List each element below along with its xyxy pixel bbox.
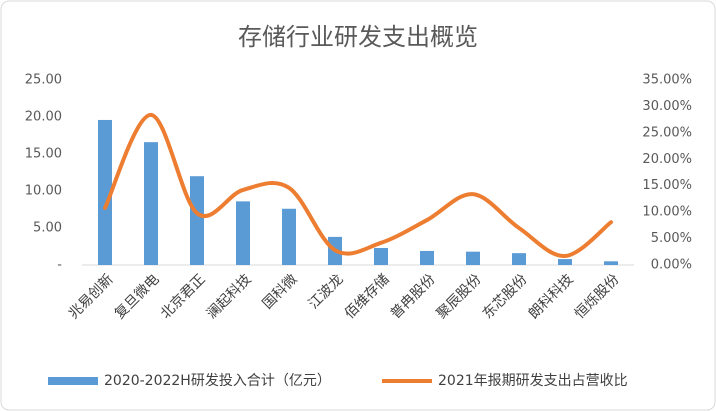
y-tick-label: -	[57, 258, 62, 273]
y-tick-label: 20.00	[25, 110, 62, 125]
y-tick-label: 15.00	[25, 147, 62, 162]
y2-tick-label: 10.00%	[642, 205, 692, 220]
chart-title: 存储行业研发支出概览	[238, 23, 478, 51]
bar	[420, 250, 434, 265]
y2-tick-label: 5.00%	[651, 231, 692, 246]
y2-tick-label: 20.00%	[642, 152, 692, 167]
y2-tick-label: 35.00%	[642, 73, 692, 88]
bar	[558, 259, 572, 265]
legend-label: 2020-2022H研发投入合计（亿元）	[104, 373, 331, 389]
bar	[282, 208, 296, 265]
legend-label: 2021年报期研发支出占营收比	[438, 373, 628, 389]
bar	[512, 253, 526, 265]
y2-tick-label: 30.00%	[642, 99, 692, 114]
bar	[374, 247, 388, 265]
bar	[190, 176, 204, 265]
y-tick-label: 25.00	[25, 73, 62, 88]
bar	[98, 119, 112, 266]
bar	[466, 251, 480, 265]
bar	[144, 142, 158, 265]
bar	[604, 261, 618, 265]
line	[103, 112, 613, 259]
legend-swatch	[48, 377, 98, 385]
bar	[236, 201, 250, 265]
y2-tick-label: 15.00%	[642, 178, 692, 193]
y-tick-label: 5.00	[33, 221, 62, 236]
y2-tick-label: 0.00%	[651, 258, 692, 273]
y2-tick-label: 25.00%	[642, 125, 692, 140]
y-tick-label: 10.00	[25, 184, 62, 199]
